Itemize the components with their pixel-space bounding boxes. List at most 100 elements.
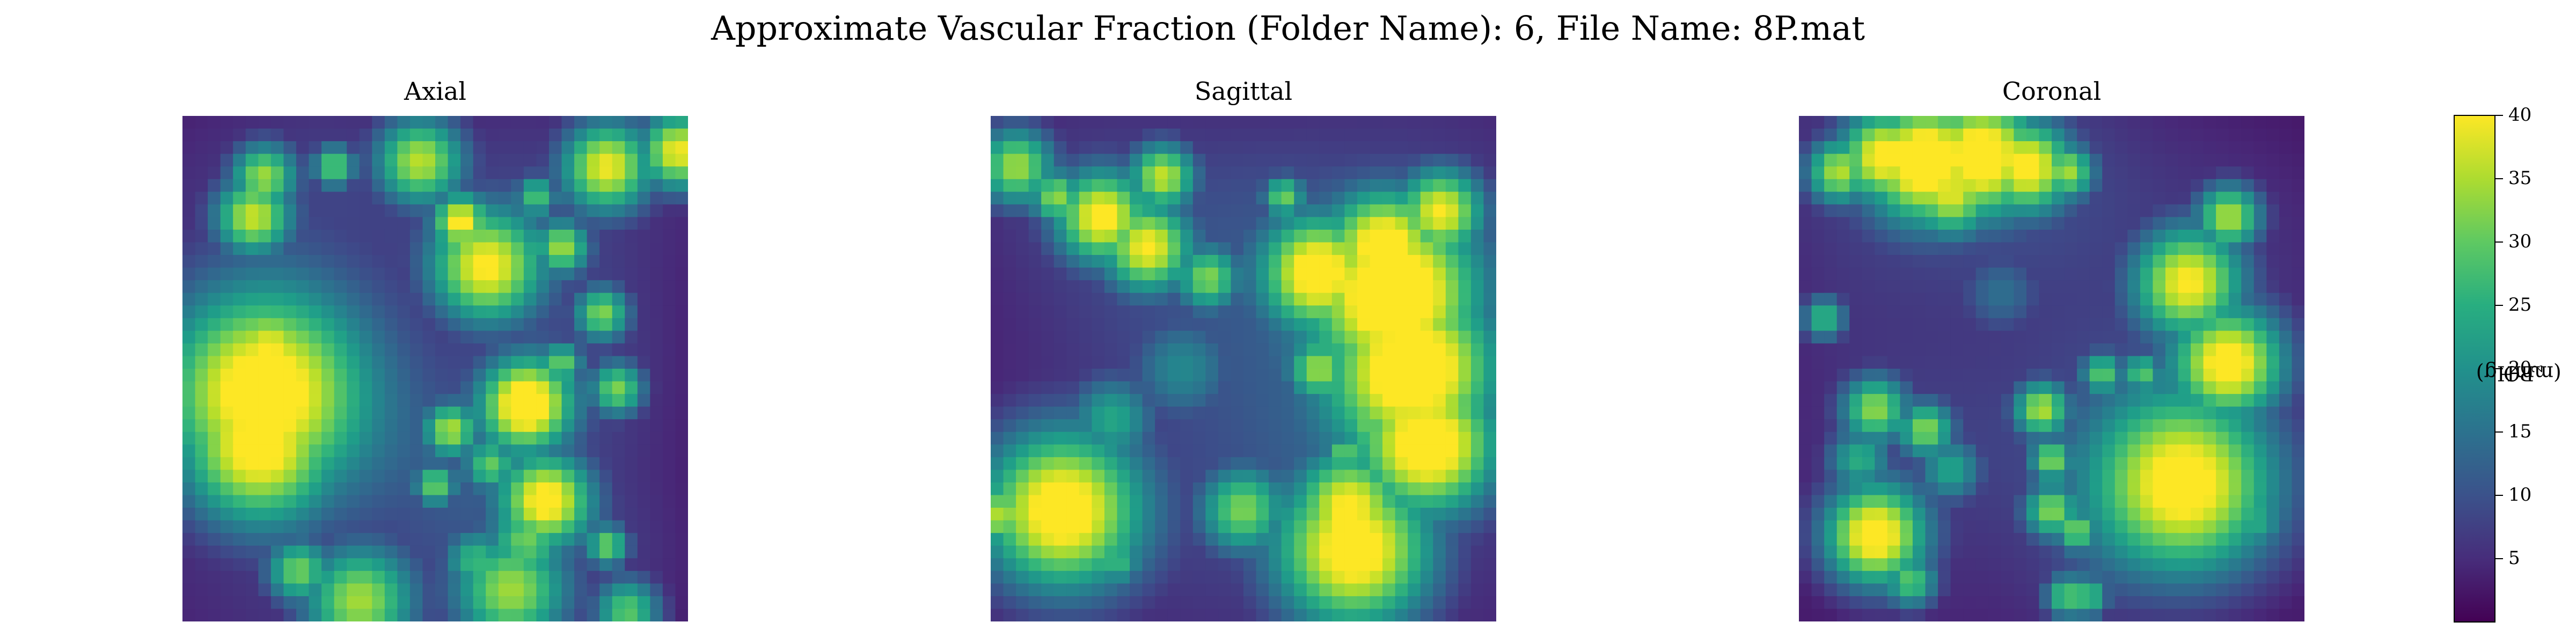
heatmap-cell <box>2228 583 2242 597</box>
heatmap-cell <box>1370 179 1383 192</box>
heatmap-cell <box>1003 444 1016 458</box>
heatmap-cell <box>283 356 297 369</box>
heatmap-cell <box>195 520 208 533</box>
heatmap-cell <box>2140 570 2153 584</box>
heatmap-cell <box>1066 192 1080 205</box>
heatmap-cell <box>409 343 423 357</box>
heatmap-cell <box>1092 583 1105 597</box>
heatmap-cell <box>2014 495 2027 508</box>
heatmap-cell <box>448 470 461 483</box>
heatmap-cell <box>397 204 411 217</box>
heatmap-cell <box>347 343 360 357</box>
heatmap-cell <box>561 369 575 382</box>
heatmap-cell <box>2178 431 2191 445</box>
heatmap-cell <box>195 583 208 597</box>
heatmap-cell <box>637 444 650 458</box>
heatmap-cell <box>2228 406 2242 420</box>
heatmap-cell <box>1231 331 1244 344</box>
heatmap-cell <box>1963 267 1977 281</box>
heatmap-cell <box>1382 444 1396 458</box>
heatmap-cell <box>1231 280 1244 294</box>
heatmap-cell <box>1256 520 1269 533</box>
heatmap-cell <box>2127 356 2141 369</box>
heatmap-cell <box>296 545 310 559</box>
heatmap-cell <box>1900 141 1913 155</box>
heatmap-cell <box>2140 609 2153 621</box>
heatmap-cell <box>208 444 221 458</box>
heatmap-cell <box>1408 141 1421 155</box>
colorbar-tick-mark <box>2496 368 2503 369</box>
heatmap-cell <box>2001 457 2014 470</box>
heatmap-cell <box>1319 508 1333 521</box>
heatmap-cell <box>1950 419 1964 433</box>
heatmap-cell <box>1925 482 1938 496</box>
heatmap-cell <box>182 596 196 610</box>
heatmap-cell <box>1180 280 1194 294</box>
heatmap-cell <box>1192 116 1206 129</box>
heatmap-cell <box>2014 609 2027 621</box>
heatmap-cell <box>334 406 347 420</box>
heatmap-cell <box>208 583 221 597</box>
heatmap-cell <box>448 267 461 281</box>
heatmap-cell <box>283 570 297 584</box>
heatmap-cell <box>347 470 360 483</box>
heatmap-cell <box>650 431 663 445</box>
heatmap-cell <box>1445 609 1459 621</box>
heatmap-cell <box>1167 192 1181 205</box>
heatmap-cell <box>1218 419 1232 433</box>
heatmap-cell <box>359 153 372 167</box>
heatmap-cell <box>523 470 537 483</box>
heatmap-cell <box>1294 406 1307 420</box>
heatmap-cell <box>2064 141 2077 155</box>
heatmap-cell <box>1306 394 1320 407</box>
heatmap-cell <box>347 508 360 521</box>
heatmap-cell <box>283 318 297 331</box>
heatmap-cell <box>233 343 246 357</box>
heatmap-cell <box>574 583 588 597</box>
heatmap-cell <box>1811 444 1825 458</box>
heatmap-cell <box>486 179 499 192</box>
heatmap-cell <box>1016 520 1029 533</box>
heatmap-cell <box>460 533 474 546</box>
heatmap-cell <box>1357 204 1371 217</box>
heatmap-cell <box>1294 318 1307 331</box>
heatmap-cell <box>1243 369 1257 382</box>
heatmap-cell <box>182 141 196 155</box>
heatmap-cell <box>1104 533 1118 546</box>
heatmap-cell <box>2292 153 2304 167</box>
heatmap-cell <box>1862 128 1875 142</box>
heatmap-cell <box>1269 331 1282 344</box>
heatmap-cell <box>1370 508 1383 521</box>
heatmap-cell <box>1016 570 1029 584</box>
heatmap-cell <box>283 419 297 433</box>
heatmap-cell <box>2266 153 2280 167</box>
heatmap-cell <box>612 343 625 357</box>
heatmap-cell <box>548 166 562 180</box>
heatmap-cell <box>296 179 310 192</box>
heatmap-cell <box>2052 128 2065 142</box>
heatmap-cell <box>2165 280 2179 294</box>
heatmap-cell <box>1470 179 1484 192</box>
heatmap-cell <box>1294 229 1307 243</box>
heatmap-cell <box>536 242 550 255</box>
heatmap-cell <box>2241 495 2255 508</box>
heatmap-cell <box>587 520 600 533</box>
heatmap-cell <box>1344 141 1358 155</box>
heatmap-cell <box>1849 570 1863 584</box>
heatmap-cell <box>1445 406 1459 420</box>
heatmap-cell <box>536 255 550 268</box>
heatmap-cell <box>2140 267 2153 281</box>
heatmap-cell <box>1192 280 1206 294</box>
heatmap-cell <box>1950 394 1964 407</box>
heatmap-cell <box>1395 242 1408 255</box>
heatmap-cell <box>1142 166 1155 180</box>
heatmap-cell <box>334 255 347 268</box>
heatmap-cell <box>1269 343 1282 357</box>
heatmap-cell <box>1811 331 1825 344</box>
heatmap-cell <box>2203 343 2216 357</box>
heatmap-cell <box>1053 508 1067 521</box>
heatmap-cell <box>1142 431 1155 445</box>
heatmap-cell <box>397 444 411 458</box>
heatmap-cell <box>574 609 588 621</box>
heatmap-cell <box>2114 381 2128 394</box>
